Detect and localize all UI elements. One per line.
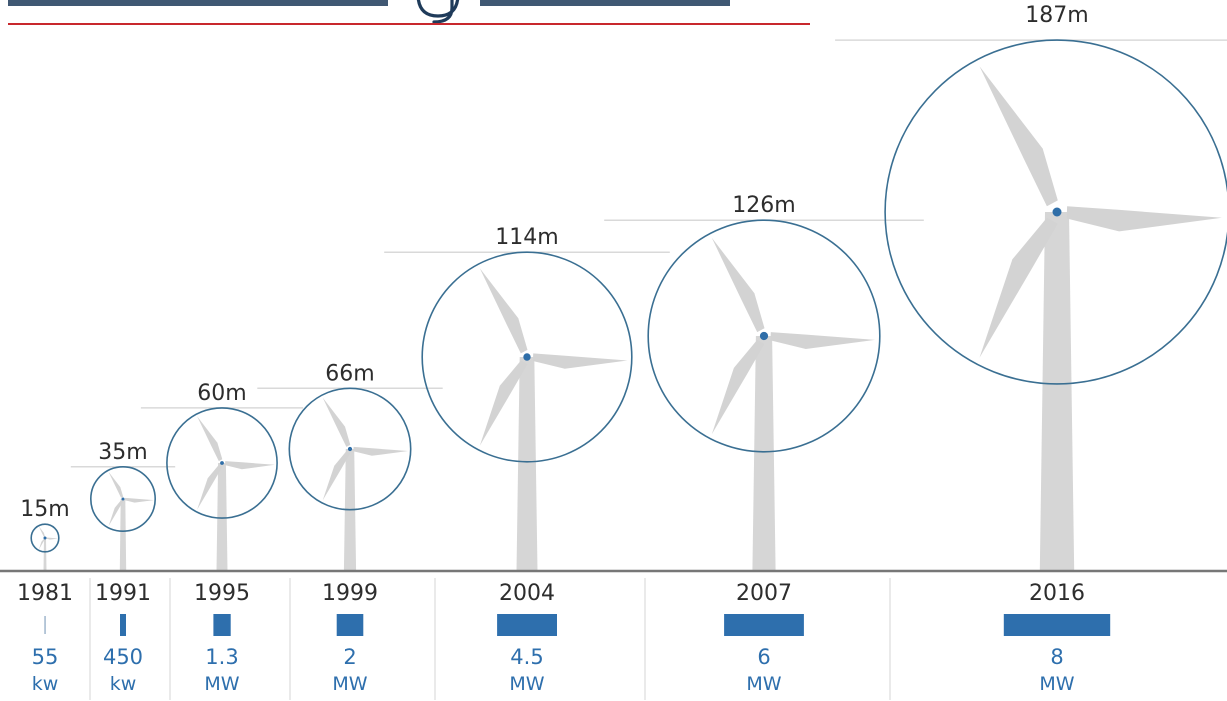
rotor-circle (30, 523, 60, 553)
rotor-circle (166, 407, 278, 519)
blade (979, 66, 1058, 207)
hub (43, 536, 47, 540)
blade (1066, 206, 1222, 232)
capacity-value: 8 (1050, 645, 1063, 669)
blade (979, 217, 1058, 358)
capacity-value: 2 (343, 645, 356, 669)
diameter-label: 15m (20, 497, 69, 522)
blade (45, 537, 59, 540)
column-separators (89, 578, 891, 700)
diameter-label: 66m (325, 361, 374, 386)
rotor-2007 (647, 219, 881, 453)
rotor-circle (884, 39, 1227, 385)
blade (108, 471, 124, 498)
capacity-value: 6 (757, 645, 770, 669)
rotor-1981 (30, 523, 60, 553)
year-label: 1995 (194, 581, 250, 606)
rotor-circle (90, 465, 157, 532)
blade (108, 500, 124, 527)
capacity-labels: 55 kw 450 kw 1.3 MW 2 MW 4.5 MW 6 MW 8 MW (32, 645, 1075, 695)
blade (479, 268, 528, 354)
blade (770, 332, 876, 349)
capacity-unit: kw (110, 673, 137, 695)
towers (43, 212, 1075, 571)
capacity-unit: MW (332, 673, 367, 695)
year-label: 1981 (17, 581, 73, 606)
rotor-circle (647, 219, 881, 453)
year-labels: 1981 1991 1995 1999 2004 2007 2016 (17, 581, 1085, 606)
diameter-label: 35m (98, 440, 147, 465)
diameter-label: 60m (197, 381, 246, 406)
year-label: 1999 (322, 581, 378, 606)
capacity-value: 55 (32, 645, 59, 669)
tower (216, 463, 228, 571)
year-label: 2007 (736, 581, 792, 606)
capacity-bar (336, 614, 364, 636)
year-label: 2004 (499, 581, 555, 606)
capacity-value: 4.5 (510, 645, 543, 669)
hub (1052, 207, 1062, 217)
capacity-bar (724, 614, 804, 636)
blade (479, 360, 528, 446)
capacity-bar (44, 616, 46, 634)
rotor-circle (288, 387, 412, 511)
capacity-bars (44, 614, 1111, 636)
blade (532, 353, 628, 369)
capacity-value: 1.3 (205, 645, 238, 669)
tower (1039, 212, 1075, 571)
tower (119, 499, 127, 571)
capacity-bar (213, 614, 231, 636)
blade (197, 464, 223, 510)
blade (322, 397, 351, 447)
rotor-circle (421, 251, 633, 463)
blade (225, 461, 275, 470)
capacity-bar (1003, 614, 1111, 636)
title-fragment (8, 0, 730, 24)
capacity-bar (120, 614, 126, 636)
year-label: 1991 (95, 581, 151, 606)
tower (516, 357, 538, 571)
diameter-label: 187m (1025, 3, 1088, 28)
blade (38, 526, 46, 538)
hub (121, 497, 125, 501)
rotor-2004 (421, 251, 633, 463)
capacity-unit: kw (32, 673, 59, 695)
capacity-unit: MW (1039, 673, 1074, 695)
capacity-unit: MW (204, 673, 239, 695)
rotors (30, 39, 1227, 553)
blade (124, 497, 154, 503)
title-text-fragment (480, 0, 730, 6)
hub (759, 331, 769, 341)
blade (197, 416, 223, 462)
rotor-1991 (90, 465, 157, 532)
title-glyph-fragment (416, 0, 460, 24)
blade (711, 237, 765, 333)
rotor-2016 (884, 39, 1227, 385)
hub (523, 353, 531, 361)
blade (353, 446, 409, 456)
capacity-value: 450 (103, 645, 143, 669)
blade (322, 451, 351, 501)
diameter-labels: 15m 35m 60m 66m 114m 126m 187m (20, 3, 1088, 522)
rotor-1999 (288, 387, 412, 511)
title-text-fragment (8, 0, 388, 6)
diameter-label: 114m (495, 225, 558, 250)
year-label: 2016 (1029, 581, 1085, 606)
blade (38, 538, 46, 550)
tower (43, 538, 47, 571)
rotor-1995 (166, 407, 278, 519)
hub (220, 461, 224, 465)
diameter-label: 126m (732, 193, 795, 218)
hub (347, 446, 353, 452)
blade (711, 339, 765, 435)
capacity-bar (497, 614, 557, 636)
tower (752, 336, 776, 571)
capacity-unit: MW (746, 673, 781, 695)
capacity-unit: MW (509, 673, 544, 695)
